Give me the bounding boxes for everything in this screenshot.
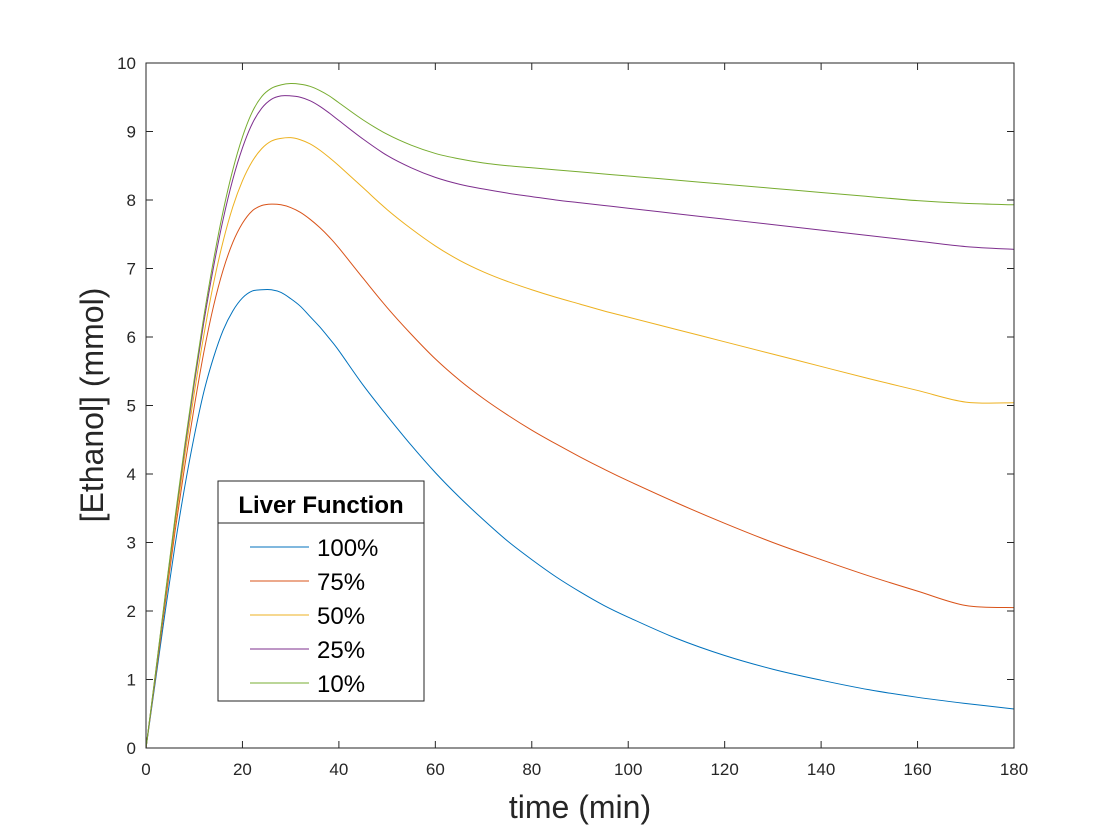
x-tick-label: 80 (522, 760, 541, 779)
y-tick-label: 0 (127, 739, 136, 758)
legend: Liver Function 100% 75% 50% 25% 10% (217, 480, 425, 702)
legend-label: 100% (317, 535, 378, 562)
y-axis-title: [Ethanol] (mmol) (74, 288, 110, 523)
x-axis-title: time (min) (509, 789, 651, 825)
series-line-75pct (145, 203, 1015, 749)
y-tick-label: 1 (127, 671, 136, 690)
x-tick-label: 40 (329, 760, 348, 779)
y-tick-label: 2 (127, 602, 136, 621)
y-tick-label: 3 (127, 534, 136, 553)
legend-title: Liver Function (238, 492, 403, 519)
y-tick-label: 5 (127, 397, 136, 416)
x-tick-label: 100 (614, 760, 642, 779)
legend-label: 10% (317, 671, 365, 698)
series-line-10pct (145, 83, 1015, 749)
x-tick-label: 20 (233, 760, 252, 779)
legend-label: 25% (317, 637, 365, 664)
y-tick-label: 6 (127, 328, 136, 347)
legend-box (217, 480, 425, 702)
legend-label: 50% (317, 603, 365, 630)
y-tick-label: 9 (127, 123, 136, 142)
series-line-100pct (145, 288, 1015, 749)
x-tick-label: 160 (903, 760, 931, 779)
series-line-50pct (145, 137, 1015, 749)
x-tick-label: 180 (1000, 760, 1028, 779)
y-tick-label: 4 (127, 465, 136, 484)
legend-label: 75% (317, 569, 365, 596)
y-axis: 0 1 2 3 4 5 6 7 8 9 10 (117, 54, 1014, 758)
x-tick-label: 60 (426, 760, 445, 779)
x-tick-label: 120 (710, 760, 738, 779)
y-tick-label: 10 (117, 54, 136, 73)
series-line-25pct (145, 95, 1015, 749)
y-tick-label: 7 (127, 260, 136, 279)
x-tick-label: 140 (807, 760, 835, 779)
y-tick-label: 8 (127, 191, 136, 210)
x-axis: 0 20 40 60 80 100 120 140 160 180 (141, 63, 1028, 779)
legend-entries: 100% 75% 50% 25% 10% (250, 535, 378, 698)
series-layer (145, 83, 1015, 749)
x-tick-label: 0 (141, 760, 150, 779)
